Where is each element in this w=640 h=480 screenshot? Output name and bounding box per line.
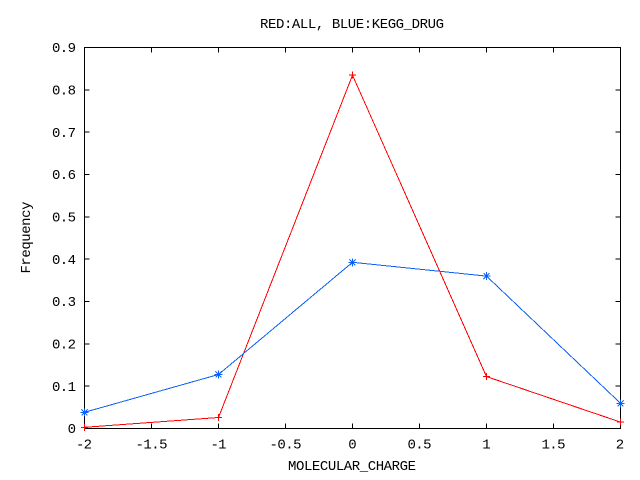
svg-text:1.5: 1.5 xyxy=(542,438,566,454)
svg-text:-0.5: -0.5 xyxy=(270,438,302,454)
svg-text:MOLECULAR_CHARGE: MOLECULAR_CHARGE xyxy=(288,459,416,475)
svg-text:0.2: 0.2 xyxy=(52,337,76,353)
svg-text:1: 1 xyxy=(482,438,490,454)
svg-text:0: 0 xyxy=(348,438,356,454)
svg-text:-1.5: -1.5 xyxy=(136,438,168,454)
svg-text:0.5: 0.5 xyxy=(52,210,76,226)
svg-text:2: 2 xyxy=(616,438,624,454)
svg-text:RED:ALL, BLUE:KEGG_DRUG: RED:ALL, BLUE:KEGG_DRUG xyxy=(260,17,444,33)
svg-text:0: 0 xyxy=(68,422,76,438)
svg-text:-1: -1 xyxy=(211,438,227,454)
svg-text:0.7: 0.7 xyxy=(52,126,76,142)
svg-text:-2: -2 xyxy=(76,438,92,454)
svg-text:0.1: 0.1 xyxy=(52,380,76,396)
svg-text:0.6: 0.6 xyxy=(52,168,76,184)
svg-text:0.3: 0.3 xyxy=(52,295,76,311)
svg-text:0.5: 0.5 xyxy=(408,438,432,454)
svg-text:0.8: 0.8 xyxy=(52,83,76,99)
svg-text:0.9: 0.9 xyxy=(52,41,76,57)
svg-text:0.4: 0.4 xyxy=(52,253,76,269)
svg-text:Frequency: Frequency xyxy=(19,202,35,274)
